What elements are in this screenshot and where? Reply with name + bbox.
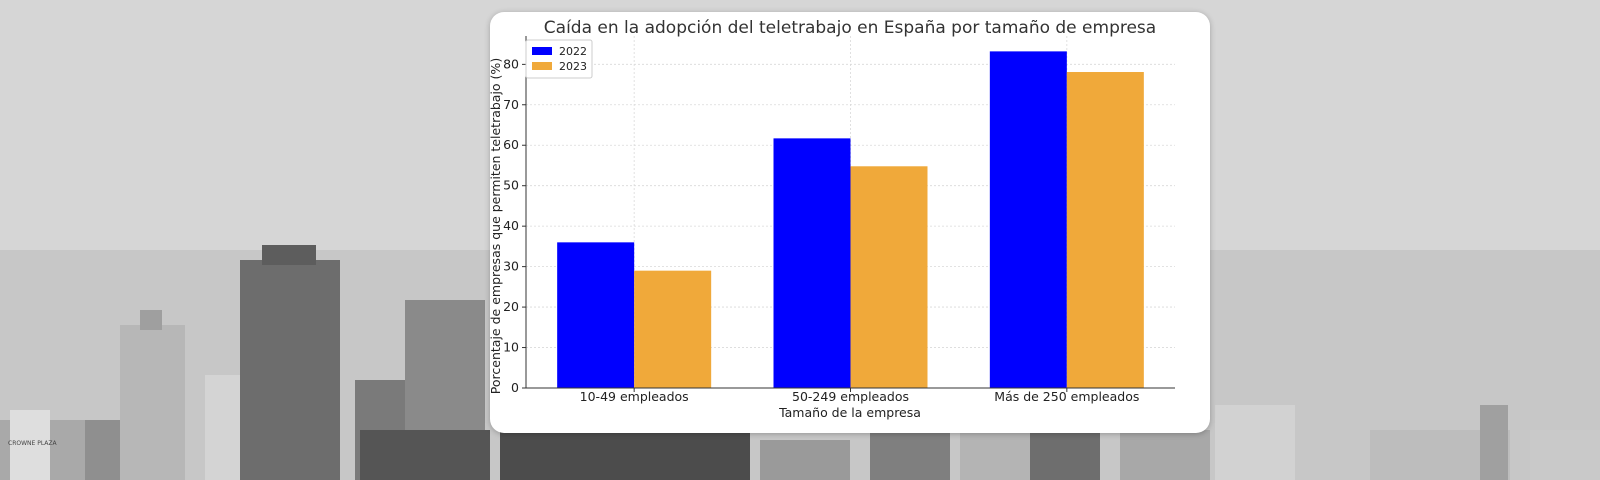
legend-label-2022: 2022 [559, 45, 587, 58]
bar-2022 [989, 51, 1067, 388]
legend: 2022 2023 [525, 39, 593, 79]
legend-swatch-2022 [532, 47, 552, 55]
y-tick-label: 30 [503, 259, 519, 274]
axes [522, 36, 1175, 392]
bar-chart: Caída en la adopción del teletrabajo en … [490, 18, 1175, 420]
legend-swatch-2023 [532, 62, 552, 70]
y-tick-label: 60 [503, 137, 519, 152]
y-tick-label: 10 [503, 340, 519, 355]
y-tick-label: 0 [511, 380, 519, 395]
x-tick-label: 50-249 empleados [792, 389, 909, 404]
y-tick-label: 80 [503, 56, 519, 71]
tick-labels: 0 10 20 30 40 50 60 70 80 10-49 empleados 50-249 e… [503, 56, 1139, 404]
x-axis-label: Tamaño de la empresa [778, 405, 921, 420]
bar-2023 [1066, 72, 1144, 388]
bar-2023 [634, 270, 712, 388]
y-tick-label: 40 [503, 218, 519, 233]
bar-2023 [850, 166, 928, 388]
x-tick-label: Más de 250 empleados [994, 389, 1139, 404]
x-tick-label: 10-49 empleados [580, 389, 689, 404]
chart-card: Caída en la adopción del teletrabajo en … [490, 12, 1210, 433]
hotel-sign-text: CROWNE PLAZA [8, 440, 58, 447]
y-axis-label: Porcentaje de empresas que permiten tele… [490, 58, 503, 394]
bar-2022 [773, 138, 851, 388]
legend-label-2023: 2023 [559, 60, 587, 73]
y-tick-label: 20 [503, 299, 519, 314]
bars [557, 51, 1144, 388]
y-tick-label: 50 [503, 178, 519, 193]
bar-2022 [557, 242, 635, 388]
y-tick-label: 70 [503, 97, 519, 112]
chart-title: Caída en la adopción del teletrabajo en … [544, 18, 1156, 38]
